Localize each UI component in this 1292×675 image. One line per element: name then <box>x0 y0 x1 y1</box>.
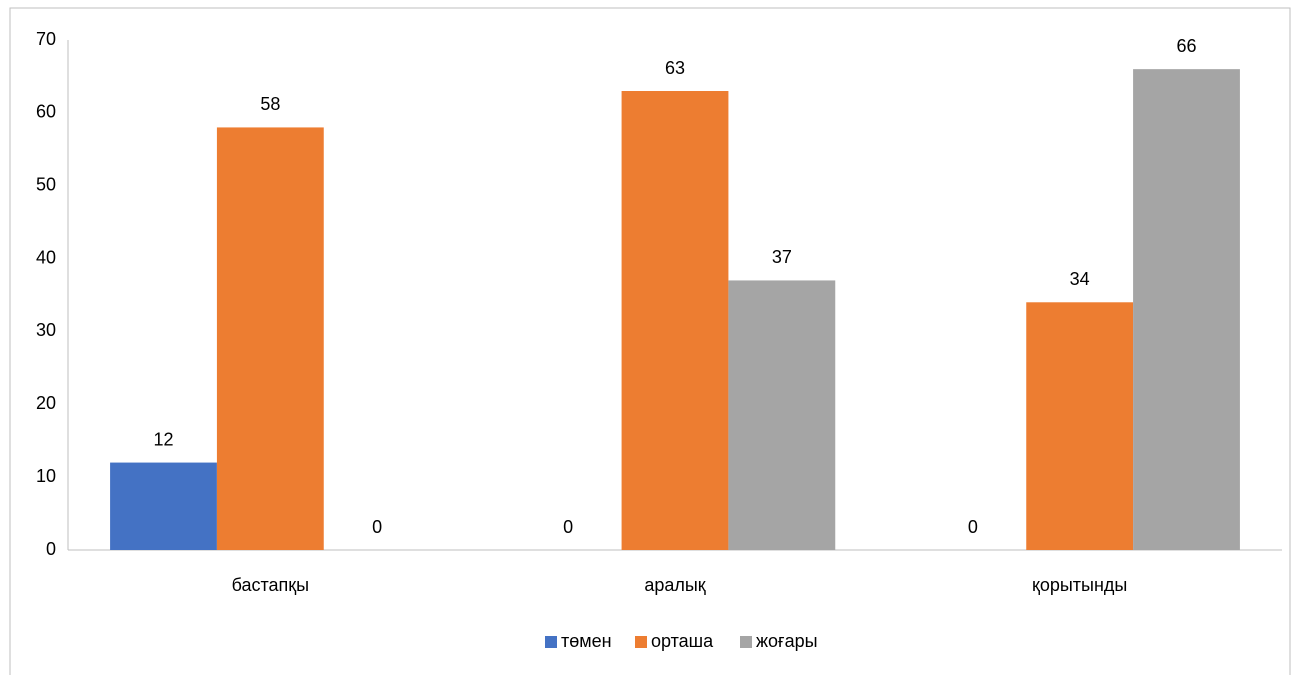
y-tick-label: 30 <box>36 320 56 340</box>
legend-swatch <box>635 636 647 648</box>
legend-label: жоғары <box>756 631 818 651</box>
bar <box>110 462 217 550</box>
legend-swatch <box>740 636 752 648</box>
data-label: 0 <box>968 517 978 537</box>
data-label: 58 <box>260 94 280 114</box>
y-tick-label: 0 <box>46 539 56 559</box>
bar <box>728 280 836 550</box>
data-label: 34 <box>1070 269 1090 289</box>
legend-label: орташа <box>651 631 714 651</box>
y-tick-label: 20 <box>36 393 56 413</box>
y-tick-label: 60 <box>36 102 56 122</box>
bar <box>1133 69 1240 551</box>
x-tick-label: қорытынды <box>1032 575 1127 595</box>
data-label: 0 <box>563 517 573 537</box>
y-tick-label: 50 <box>36 174 56 194</box>
data-label: 0 <box>372 517 382 537</box>
bar <box>621 91 729 550</box>
y-tick-label: 70 <box>36 29 56 49</box>
bar <box>1026 302 1134 550</box>
data-label: 12 <box>153 429 173 449</box>
chart-frame <box>9 7 1291 675</box>
y-tick-label: 10 <box>36 466 56 486</box>
legend-swatch <box>545 636 557 648</box>
data-label: 66 <box>1176 36 1196 56</box>
x-tick-label: аралық <box>644 575 705 595</box>
legend-label: төмен <box>561 631 612 651</box>
x-tick-label: бастапқы <box>232 575 310 595</box>
data-label: 63 <box>665 58 685 78</box>
y-tick-label: 40 <box>36 247 56 267</box>
bar <box>216 127 324 550</box>
data-label: 37 <box>772 247 792 267</box>
